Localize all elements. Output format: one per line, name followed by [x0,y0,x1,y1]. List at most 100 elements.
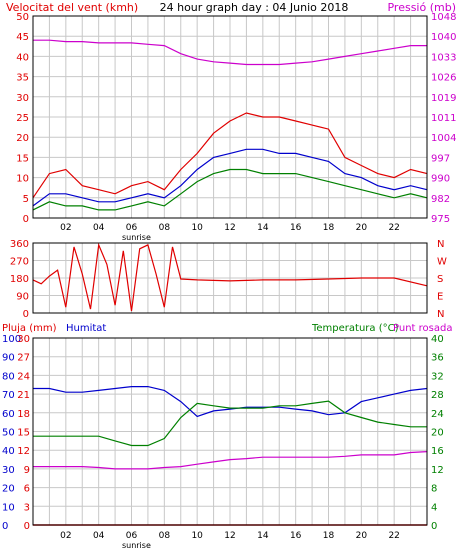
panel1-series-average [32,148,428,207]
panel3-y-tick-label-rain: 30 [17,334,30,345]
panel2-y-tick-label-left: 0 [23,309,29,320]
panel1-y-tick-label-right: 1040 [431,32,456,43]
panel3-x-tick-label: 12 [224,531,235,541]
panel3-x-tick-label: 16 [290,531,302,541]
panel1-y-tick-label-right: 1019 [431,93,456,104]
panel3-header-left: Pluja (mm) [2,323,57,334]
panel3-y-tick-label-rain: 12 [17,446,30,457]
panel1-y-tick-label-left: 35 [16,73,29,84]
panel1-x-tick-label: 04 [93,223,105,233]
panel3-x-tick-label: 02 [60,531,71,541]
panel1-x-tick-label: 08 [159,223,171,233]
panel3-x-tick-label: 06 [126,531,138,541]
panel3-header-dewpoint: Punt rosada [393,323,452,334]
panel3-header-humidity: Humitat [66,323,106,334]
panel3-y-tick-label-humidity: 40 [2,446,15,457]
panel1-y-tick-label-right: 1011 [431,113,456,124]
panel3-y-tick-label-humidity: 70 [2,390,15,401]
panel1-sunrise-label: sunrise [122,233,151,242]
panel2-y-tick-label-right: E [437,292,443,303]
panel3-x-tick-label: 14 [257,531,269,541]
panel3-y-tick-label-rain: 3 [24,502,30,513]
panel1-y-tick-label-left: 40 [16,52,29,63]
panel3-y-tick-label-humidity: 0 [2,521,8,532]
panel1-y-tick-label-right: 975 [431,214,450,225]
panel3-y-tick-label-humidity: 80 [2,371,15,382]
panel3-y-tick-label-humidity: 60 [2,409,15,420]
panel1-x-tick-label: 22 [388,223,399,233]
panel3-y-tick-label-humidity: 30 [2,465,15,476]
panel3-y-tick-label-rain: 18 [17,409,30,420]
panel2-y-tick-label-left: 180 [10,274,29,285]
panel3-x-tick-label: 18 [323,531,335,541]
panel1-x-tick-label: 02 [60,223,71,233]
panel1-frame [32,15,428,219]
panel3-x-tick-label: 22 [388,531,399,541]
panel1-y-tick-label-left: 10 [16,174,29,185]
panel3-y-tick-label-temperature: 28 [431,390,444,401]
panel1-y-tick-label-left: 45 [16,32,29,43]
panel3-y-tick-label-rain: 24 [17,371,30,382]
panel1-x-tick-label: 10 [191,223,203,233]
panel3-y-tick-label-temperature: 8 [431,484,437,495]
panel1-y-tick-label-right: 997 [431,153,450,164]
panel3-y-tick-label-rain: 6 [24,484,30,495]
panel1-series-pressure [33,39,427,66]
panel2-y-tick-label-left: 360 [10,239,29,250]
panel3-x-tick-label: 04 [93,531,105,541]
panel2-y-tick-label-left: 270 [10,257,29,268]
panel2-y-tick-label-right: N [437,309,444,320]
panel3-x-tick-label: 20 [356,531,368,541]
panel1-y-tick-label-right: 1048 [431,12,456,23]
panel1-x-tick-label: 18 [323,223,335,233]
panel1-y-tick-label-right: 1026 [431,73,456,84]
panel1-x-tick-label: 12 [224,223,235,233]
panel1-y-tick-label-left: 20 [16,133,29,144]
panel1-y-tick-label-left: 50 [16,12,29,23]
panel3-y-tick-label-humidity: 10 [2,502,15,513]
panel2-y-tick-label-right: S [437,274,443,285]
panel3-y-tick-label-temperature: 20 [431,428,444,439]
panel1-y-tick-label-right: 1033 [431,52,456,63]
panel3-y-tick-label-temperature: 36 [431,353,444,364]
panel1-series-wind [32,168,428,211]
panel3-y-tick-label-temperature: 4 [431,502,437,513]
panel1-x-tick-label: 20 [356,223,368,233]
panel3-y-tick-label-temperature: 16 [431,446,444,457]
panel1-y-tick-label-left: 15 [16,153,29,164]
panel3-y-tick-label-rain: 21 [17,390,30,401]
panel1-y-tick-label-right: 990 [431,174,450,185]
panel-wind-pressure: 0510152025303540455097598299099710041011… [16,12,456,242]
panel3-frame [32,337,428,526]
panel1-y-tick-label-left: 5 [23,194,29,205]
panel2-y-tick-label-left: 90 [16,292,29,303]
panel3-series-temperature [33,400,427,447]
panel3-y-tick-label-humidity: 20 [2,484,15,495]
panel3-x-tick-label: 10 [191,531,203,541]
panel3-y-tick-label-humidity: 100 [2,334,21,345]
panel1-y-tick-label-left: 30 [16,93,29,104]
panel1-y-tick-label-left: 0 [23,214,29,225]
panel3-y-tick-label-temperature: 0 [431,521,437,532]
panel3-y-tick-label-temperature: 12 [431,465,444,476]
panel3-y-tick-label-rain: 0 [24,521,30,532]
panel3-header-temperature: Temperatura (°C) [311,323,399,334]
panel3-y-tick-label-temperature: 32 [431,371,444,382]
panel3-y-tick-label-temperature: 24 [431,409,444,420]
panel3-x-tick-label: 08 [159,531,171,541]
panel1-x-tick-label: 16 [290,223,302,233]
panel3-y-tick-label-rain: 9 [24,465,30,476]
panel3-y-tick-label-humidity: 50 [2,428,15,439]
panel3-y-tick-label-rain: 27 [17,353,30,364]
panel3-series-dewpoint [33,451,428,470]
panel3-sunrise-label: sunrise [122,541,151,550]
header-right-title: Pressió (mb) [387,1,456,14]
panel3-y-tick-label-temperature: 40 [431,334,444,345]
panel3-y-tick-label-rain: 15 [17,428,30,439]
panel1-x-tick-label: 14 [257,223,269,233]
panel3-series-humidity [33,386,428,418]
panel1-series-gust [32,112,428,199]
